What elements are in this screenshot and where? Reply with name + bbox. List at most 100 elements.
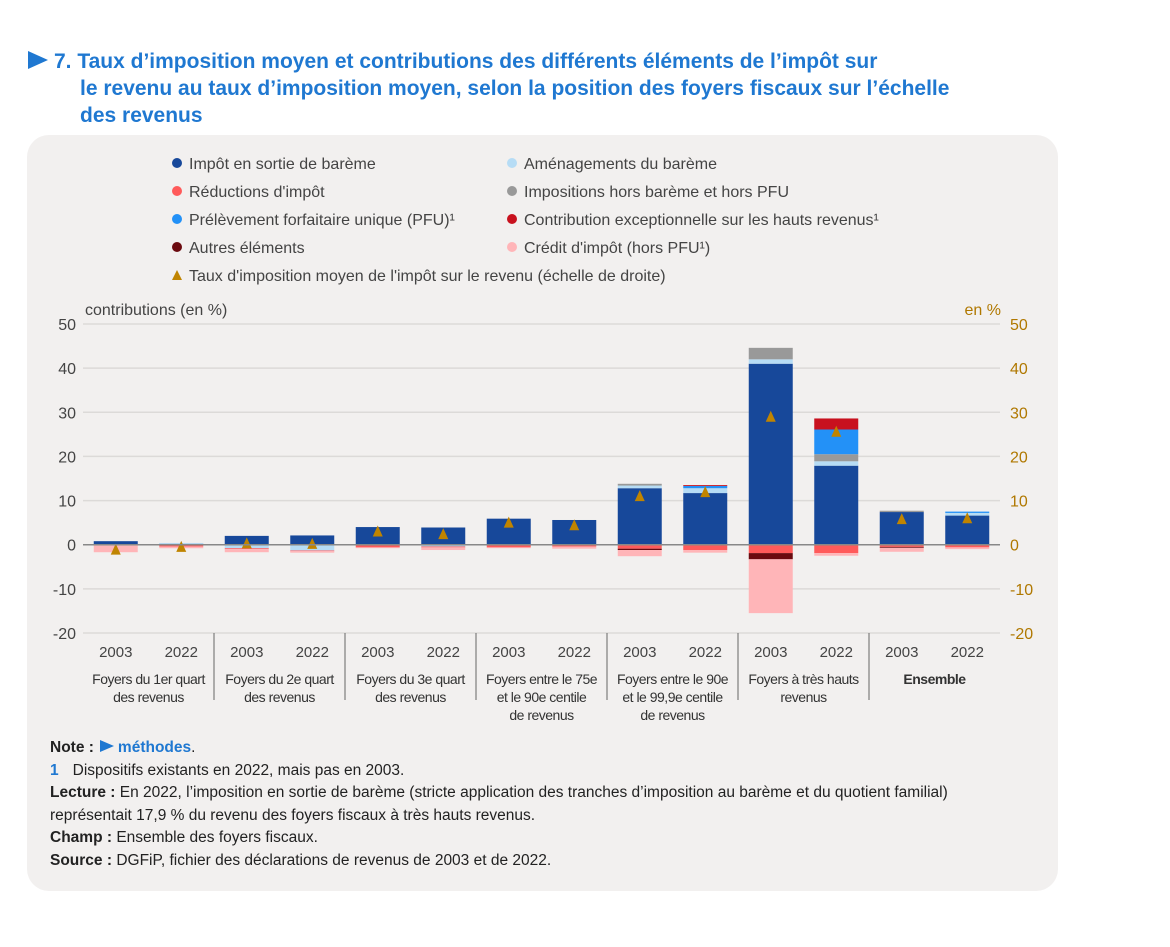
rate-marker	[896, 513, 907, 525]
y-tick-right: 0	[1010, 538, 1019, 555]
bar-segment	[814, 418, 859, 430]
bar-segment	[814, 461, 859, 466]
bar-segment	[683, 544, 728, 551]
y-tick-right: -10	[1010, 582, 1033, 599]
bar-segment	[93, 541, 138, 545]
group-label: de revenus	[640, 707, 705, 723]
group-label: Foyers du 3e quart	[356, 671, 465, 687]
legend-dot-icon	[172, 158, 182, 168]
rate-marker	[765, 410, 776, 422]
rate-marker	[307, 537, 318, 549]
group-label: de revenus	[509, 707, 574, 723]
bar-segment	[748, 359, 793, 364]
title-line-1: 7. Taux d’imposition moyen et contributi…	[54, 50, 878, 73]
bar-segment	[748, 559, 793, 614]
source-text: DGFiP, fichier des déclarations de reven…	[116, 851, 552, 869]
triangle-icon	[172, 270, 182, 280]
bar-segment	[879, 510, 924, 513]
bar-segment	[552, 546, 597, 549]
bar-segment	[421, 544, 466, 547]
rate-marker	[700, 486, 711, 498]
rate-marker	[110, 543, 121, 555]
rate-marker	[962, 512, 973, 524]
legend-label: Taux d'imposition moyen de l'impôt sur l…	[189, 268, 666, 285]
title-line-3: des revenus	[80, 104, 203, 127]
bar-segment	[617, 548, 662, 551]
footnote-number: 1	[50, 761, 59, 779]
rate-marker	[503, 516, 514, 528]
y-tick-right: 50	[1010, 317, 1028, 334]
legend-label: Impôt en sortie de barème	[189, 156, 376, 173]
y-tick-left: 40	[58, 361, 76, 378]
x-tick-label: 2003	[492, 644, 525, 661]
legend-label: Autres éléments	[189, 240, 305, 257]
legend-item: Contribution exceptionnelle sur les haut…	[507, 212, 879, 230]
bar-segment	[879, 547, 924, 552]
x-tick-label: 2003	[361, 644, 394, 661]
group-label: Ensemble	[903, 671, 966, 687]
rate-marker	[438, 528, 449, 540]
bar-segment	[290, 550, 335, 552]
bar-segment	[814, 454, 859, 462]
y-tick-right: -20	[1010, 626, 1033, 643]
group-label: Foyers entre le 75e	[486, 671, 598, 687]
x-tick-label: 2022	[427, 644, 460, 661]
bar-segment	[945, 547, 990, 550]
source-label: Source :	[50, 851, 113, 869]
legend-label: Prélèvement forfaitaire unique (PFU)¹	[189, 212, 455, 229]
bar-segment	[617, 544, 662, 549]
y-tick-left: 10	[58, 494, 76, 511]
bar-segment	[617, 483, 662, 486]
legend-item-rate: Taux d'imposition moyen de l'impôt sur l…	[172, 268, 666, 286]
group-label: et le 90e centile	[497, 689, 587, 705]
legend-item: Autres éléments	[172, 240, 305, 258]
x-tick-label: 2003	[623, 644, 656, 661]
x-tick-label: 2022	[820, 644, 853, 661]
bar-segment	[486, 547, 531, 549]
bar-segment	[814, 553, 859, 556]
group-label: des revenus	[113, 689, 184, 705]
bar-segment	[879, 546, 924, 548]
rate-marker	[241, 537, 252, 549]
bar-segment	[617, 485, 662, 489]
bar-segment	[748, 347, 793, 360]
bar-segment	[683, 550, 728, 553]
legend-dot-icon	[507, 186, 517, 196]
y-axis-label-right: en %	[965, 302, 1001, 319]
rate-marker	[176, 540, 187, 552]
bar-segment	[421, 546, 466, 548]
methodes-link[interactable]: méthodes	[117, 739, 192, 756]
y-tick-left: 30	[58, 405, 76, 422]
y-tick-left: 0	[67, 538, 76, 555]
bar-segment	[748, 553, 793, 560]
bar-segment	[945, 544, 990, 548]
bar-segment	[355, 544, 400, 548]
bar-segment	[224, 548, 269, 550]
legend-item: Réductions d'impôt	[172, 184, 325, 202]
champ-text: Ensemble des foyers fiscaux.	[116, 829, 318, 846]
bar-segment	[683, 493, 728, 545]
y-tick-right: 20	[1010, 449, 1028, 466]
title-line-2: le revenu au taux d’imposition moyen, se…	[80, 77, 950, 100]
x-tick-label: 2003	[230, 644, 263, 661]
y-tick-right: 10	[1010, 494, 1028, 511]
bar-segment	[683, 485, 728, 487]
group-label: Foyers entre le 90e	[617, 671, 729, 687]
bar-segment	[290, 550, 335, 553]
x-tick-label: 2022	[951, 644, 984, 661]
y-tick-left: -10	[53, 582, 76, 599]
legend-label: Crédit d'impôt (hors PFU¹)	[524, 240, 711, 257]
x-tick-label: 2022	[558, 644, 591, 661]
legend-label: Contribution exceptionnelle sur les haut…	[524, 212, 879, 229]
bar-segment	[879, 544, 924, 547]
x-tick-label: 2022	[689, 644, 722, 661]
rate-marker	[831, 425, 842, 437]
legend-item: Impositions hors barème et hors PFU	[507, 184, 789, 202]
group-label: des revenus	[244, 689, 315, 705]
legend-dot-icon	[507, 242, 517, 252]
y-axis-label-left: contributions (en %)	[85, 302, 227, 319]
note-end: .	[191, 739, 196, 756]
notes: Note : méthodes. 1 Dispositifs existants e…	[50, 737, 1030, 872]
bar-segment	[748, 363, 793, 545]
